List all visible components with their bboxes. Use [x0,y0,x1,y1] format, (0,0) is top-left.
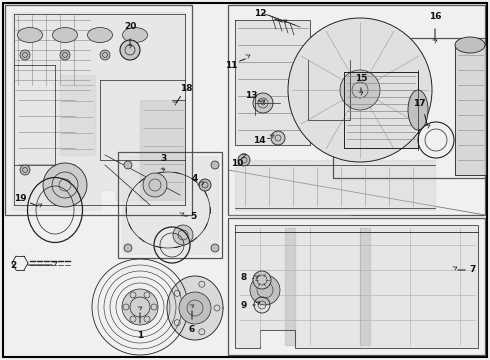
Circle shape [124,161,132,169]
Text: 8: 8 [241,273,247,282]
Circle shape [271,131,285,145]
Circle shape [199,179,211,191]
Text: 9: 9 [241,301,247,310]
Circle shape [100,50,110,60]
Circle shape [20,165,30,175]
Text: 18: 18 [180,84,192,93]
Polygon shape [235,225,478,348]
Ellipse shape [455,37,485,53]
Circle shape [20,50,30,60]
Text: 3: 3 [160,153,166,162]
Polygon shape [140,100,185,200]
Text: 17: 17 [413,99,425,108]
Ellipse shape [18,27,43,42]
Text: 10: 10 [231,158,243,167]
Text: 11: 11 [225,60,237,69]
Circle shape [253,271,271,289]
Text: 16: 16 [429,12,441,21]
Polygon shape [12,12,185,210]
Circle shape [43,163,87,207]
Text: 5: 5 [190,212,196,220]
Polygon shape [455,45,485,175]
Circle shape [250,275,280,305]
Ellipse shape [408,90,428,130]
Bar [333,38,485,178]
Circle shape [60,165,70,175]
Polygon shape [308,60,350,120]
Text: 14: 14 [253,135,265,144]
Circle shape [143,173,167,197]
Circle shape [340,70,380,110]
Circle shape [120,40,140,60]
Text: 20: 20 [124,22,136,31]
Polygon shape [122,156,218,254]
Text: 19: 19 [14,194,26,202]
Ellipse shape [88,27,113,42]
Text: 2: 2 [10,261,16,270]
Ellipse shape [122,27,147,42]
Polygon shape [167,276,223,340]
Polygon shape [235,160,435,210]
Polygon shape [344,72,418,148]
Circle shape [60,50,70,60]
Circle shape [122,289,158,325]
Circle shape [124,244,132,252]
Text: 7: 7 [470,266,476,274]
Circle shape [211,244,219,252]
Circle shape [288,18,432,162]
Text: 4: 4 [192,174,198,183]
Polygon shape [235,20,310,145]
Text: 1: 1 [137,332,143,341]
Circle shape [211,161,219,169]
Bar [228,218,485,355]
Bar [5,5,192,215]
Circle shape [238,154,250,166]
Text: 6: 6 [189,325,195,334]
Text: 15: 15 [355,73,367,82]
Polygon shape [60,75,95,155]
Ellipse shape [52,27,77,42]
Bar [228,5,485,215]
Text: 13: 13 [245,90,257,99]
Circle shape [253,93,273,113]
Bar [118,152,222,258]
Polygon shape [285,228,295,345]
Text: 12: 12 [254,9,266,18]
Circle shape [179,292,211,324]
Circle shape [173,225,193,245]
Polygon shape [360,228,370,345]
